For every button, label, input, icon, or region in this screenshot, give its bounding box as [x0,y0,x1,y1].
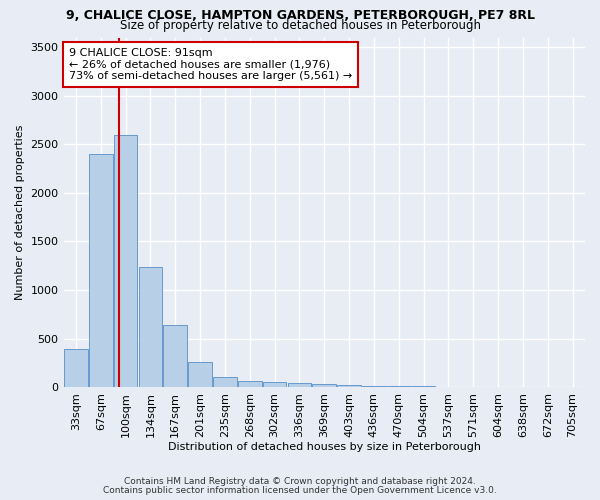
Bar [387,386,410,387]
Bar [89,154,113,387]
Text: Contains HM Land Registry data © Crown copyright and database right 2024.: Contains HM Land Registry data © Crown c… [124,477,476,486]
Bar [238,382,262,387]
Text: 9 CHALICE CLOSE: 91sqm
← 26% of detached houses are smaller (1,976)
73% of semi-: 9 CHALICE CLOSE: 91sqm ← 26% of detached… [69,48,352,81]
Bar [412,386,436,387]
Bar [362,386,386,387]
Y-axis label: Number of detached properties: Number of detached properties [15,124,25,300]
Bar [313,384,336,387]
Bar [337,385,361,387]
Bar [263,382,286,387]
Bar [64,349,88,387]
Text: Size of property relative to detached houses in Peterborough: Size of property relative to detached ho… [119,19,481,32]
Bar [437,386,460,387]
Bar [114,134,137,387]
X-axis label: Distribution of detached houses by size in Peterborough: Distribution of detached houses by size … [168,442,481,452]
Bar [139,266,162,387]
Bar [163,325,187,387]
Bar [213,378,237,387]
Bar [188,362,212,387]
Bar [287,382,311,387]
Text: 9, CHALICE CLOSE, HAMPTON GARDENS, PETERBOROUGH, PE7 8RL: 9, CHALICE CLOSE, HAMPTON GARDENS, PETER… [65,9,535,22]
Text: Contains public sector information licensed under the Open Government Licence v3: Contains public sector information licen… [103,486,497,495]
